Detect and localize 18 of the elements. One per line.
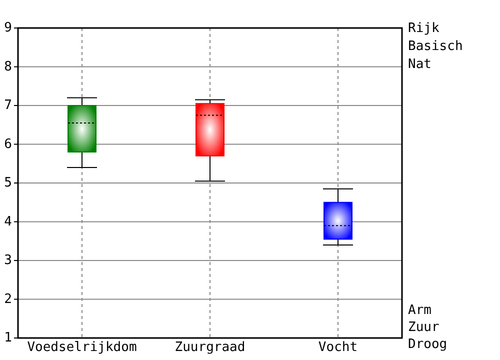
y-tick-label: 3: [4, 253, 12, 268]
y-tick-label: 9: [4, 20, 12, 36]
y-tick-label: 1: [4, 330, 12, 346]
y-tick-label: 7: [4, 98, 12, 114]
x-tick-label: Vocht: [318, 340, 358, 355]
y-tick-label: 5: [4, 176, 12, 191]
text: Rijk: [408, 21, 440, 36]
x-tick-label: Zuurgraad: [174, 340, 246, 355]
text: Arm: [408, 303, 432, 318]
text: Droog: [408, 337, 448, 352]
text: Zuur: [408, 320, 440, 335]
text: Basisch: [408, 39, 463, 54]
text: Nat: [408, 57, 432, 72]
y-tick-label: 6: [4, 136, 12, 152]
x-tick-label: Voedselrijkdom: [27, 340, 137, 355]
y-tick-label: 4: [4, 214, 12, 230]
y-tick-label: 8: [4, 59, 12, 74]
y-tick-label: 2: [4, 292, 12, 307]
